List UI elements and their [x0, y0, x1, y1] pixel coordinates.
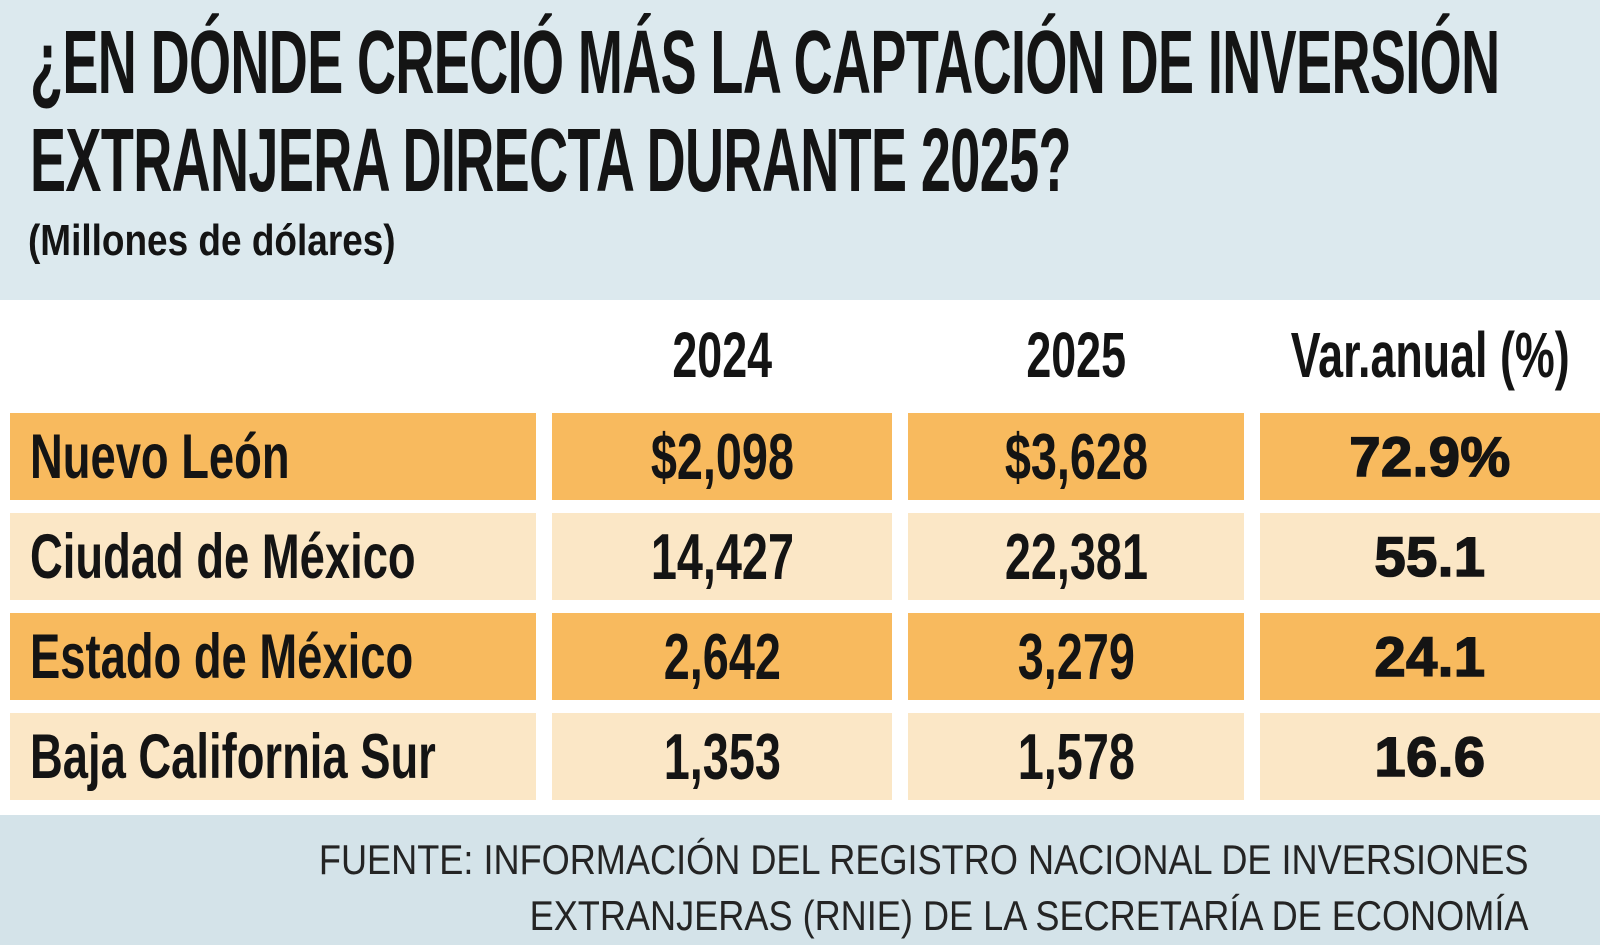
table-row-state: Nuevo León [10, 413, 536, 500]
table-row-2024-value: 2,642 [552, 613, 892, 700]
source-attribution: FUENTE: INFORMACIÓN DEL REGISTRO NACIONA… [122, 832, 1528, 944]
title-line-1: ¿EN DÓNDE CRECIÓ MÁS LA CAPTACIÓN DE INV… [30, 13, 1500, 113]
table-row-var-value: 72.9% [1260, 413, 1600, 500]
table-row-2025-value: 1,578 [908, 713, 1244, 800]
table-row-var-value: 55.1 [1260, 513, 1600, 600]
table-row-2025-value: 3,279 [908, 613, 1244, 700]
header-2024: 2024 [672, 319, 772, 391]
table-row-state: Baja California Sur [10, 713, 536, 800]
source-line-2: EXTRANJERAS (RNIE) DE LA SECRETARÍA DE E… [529, 892, 1528, 939]
chart-subtitle-units: (Millones de dólares) [28, 216, 396, 265]
chart-title: ¿EN DÓNDE CRECIÓ MÁS LA CAPTACIÓN DE INV… [30, 14, 1600, 210]
header-state-column [10, 300, 536, 400]
table-row-2024-value: 1,353 [552, 713, 892, 800]
table-row-var-value: 24.1 [1260, 613, 1600, 700]
data-table: 2024 2025 Var.anual (%) Nuevo León $2,09… [0, 300, 1600, 800]
header-var-anual: Var.anual (%) [1290, 319, 1570, 391]
footer-background-band [0, 815, 1600, 945]
table-row-2025-value: $3,628 [908, 413, 1244, 500]
source-line-1: FUENTE: INFORMACIÓN DEL REGISTRO NACIONA… [318, 836, 1528, 883]
table-row-2024-value: $2,098 [552, 413, 892, 500]
title-line-2: EXTRANJERA DIRECTA DURANTE 2025? [30, 111, 1072, 211]
table-row-state: Ciudad de México [10, 513, 536, 600]
table-row-2025-value: 22,381 [908, 513, 1244, 600]
table-row-state: Estado de México [10, 613, 536, 700]
header-2025: 2025 [1026, 319, 1126, 391]
table-row-2024-value: 14,427 [552, 513, 892, 600]
table-row-var-value: 16.6 [1260, 713, 1600, 800]
